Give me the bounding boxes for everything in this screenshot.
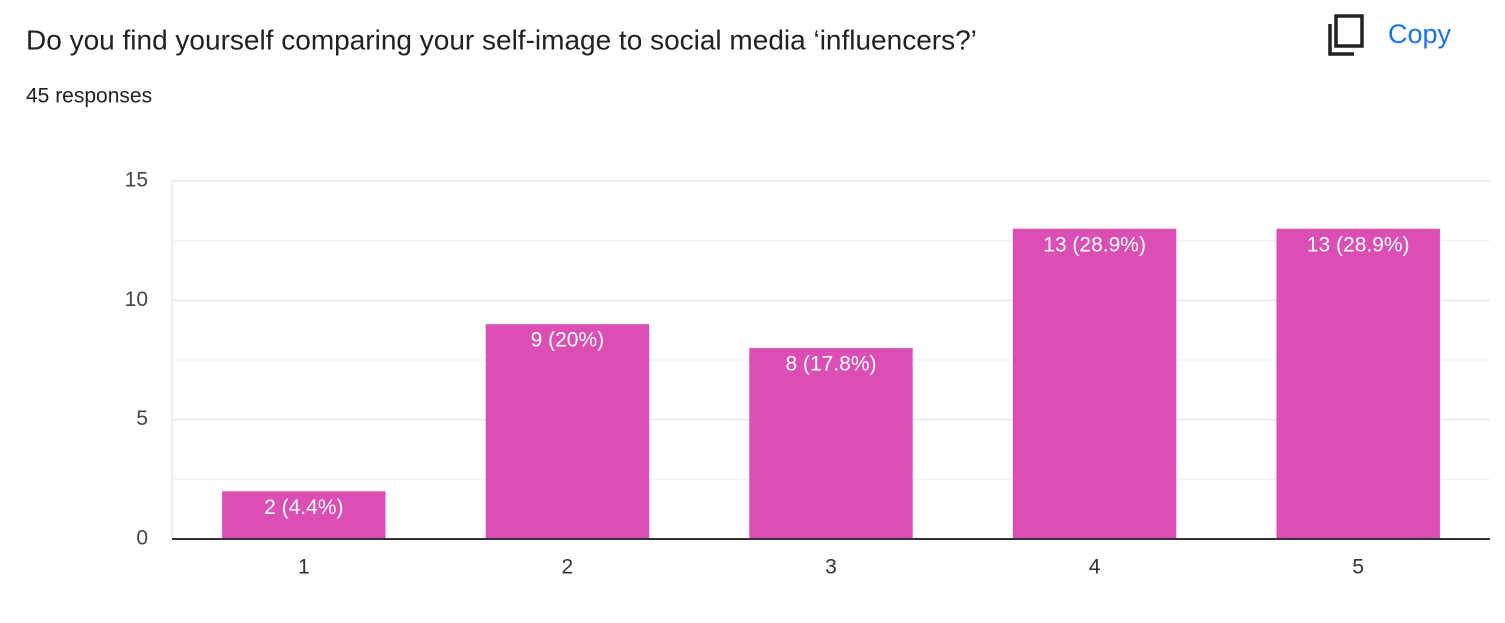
bar <box>1276 228 1440 539</box>
x-tick-label: 2 <box>562 556 574 579</box>
x-tick-label: 4 <box>1089 556 1101 579</box>
value-label: 2 (4.4%) <box>264 496 343 519</box>
value-label: 13 (28.9%) <box>1307 233 1410 256</box>
copy-button[interactable]: Copy <box>1328 14 1452 56</box>
value-label: 9 (20%) <box>531 329 605 352</box>
bar <box>749 348 913 539</box>
bar <box>222 491 386 539</box>
y-tick-label: 0 <box>136 527 148 550</box>
copy-icon <box>1334 14 1364 48</box>
chart-title: Do you find yourself comparing your self… <box>26 24 977 55</box>
x-tick-label: 3 <box>825 556 837 579</box>
copy-icon-back <box>1328 24 1354 56</box>
subtitle: 45 responses <box>26 85 152 108</box>
y-tick-label: 10 <box>125 288 148 311</box>
x-tick-label: 5 <box>1352 556 1364 579</box>
value-label: 8 (17.8%) <box>785 353 876 376</box>
copy-label[interactable]: Copy <box>1388 19 1452 49</box>
y-tick-label: 5 <box>136 407 148 430</box>
bar <box>485 324 650 539</box>
x-tick-label: 1 <box>298 556 310 579</box>
bar <box>1012 228 1177 539</box>
y-tick-label: 15 <box>125 169 148 192</box>
value-label: 13 (28.9%) <box>1043 233 1146 256</box>
